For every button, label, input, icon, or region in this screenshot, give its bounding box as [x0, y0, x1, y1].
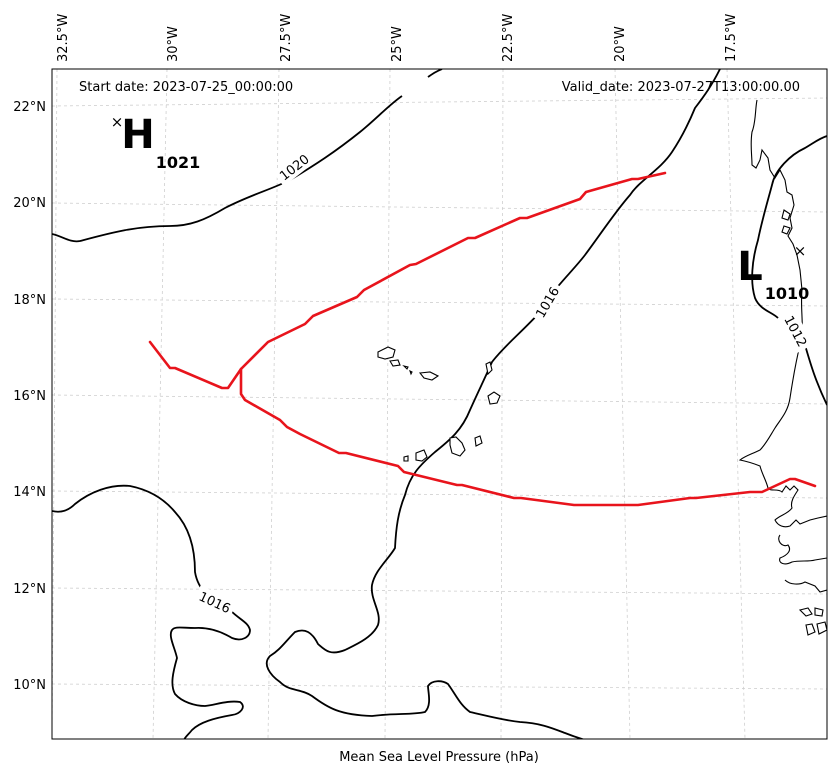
map-frame	[51, 68, 828, 740]
lat-label: 18°N	[13, 293, 46, 308]
lat-label: 12°N	[13, 582, 46, 597]
isobar-1012	[751, 135, 827, 319]
isobar-1016-west	[52, 484, 251, 739]
isobars	[52, 69, 827, 739]
x-axis-label: Mean Sea Level Pressure (hPa)	[339, 750, 539, 765]
low-value: 1010	[765, 284, 810, 303]
high-value: 1021	[156, 153, 201, 172]
lat-label: 20°N	[13, 196, 46, 211]
lon-label: 30°W	[166, 26, 181, 62]
lon-label: 20°W	[613, 26, 628, 62]
storm-track-group	[148, 171, 817, 507]
contour-labels: 1020 1016 1012 1016	[193, 147, 814, 619]
storm-track-north	[239, 171, 667, 371]
graticule	[52, 69, 827, 739]
lat-label: 22°N	[13, 100, 46, 115]
longitude-labels: 32.5°W 30°W 27.5°W 25°W 22.5°W 20°W 17.5…	[56, 14, 739, 62]
lon-label: 32.5°W	[56, 14, 71, 62]
lat-label: 14°N	[13, 485, 46, 500]
storm-track	[148, 340, 817, 507]
high-center-marker: ×	[111, 113, 124, 131]
high-pressure-center: × H 1021	[111, 112, 201, 172]
lat-label: 16°N	[13, 389, 46, 404]
lat-label: 10°N	[13, 678, 46, 693]
low-pressure-center: × L 1010	[737, 242, 809, 303]
valid-date-label: Valid_date: 2023-07-27T13:00:00.00	[562, 80, 800, 95]
lon-label: 22.5°W	[501, 14, 516, 62]
isobar-1016-main	[265, 69, 721, 739]
isobar-1012-lower	[804, 344, 827, 406]
latitude-labels: 22°N 20°N 18°N 16°N 14°N 12°N 10°N	[13, 100, 46, 693]
coastlines	[377, 99, 827, 636]
african-coast	[738, 99, 827, 528]
isobar-1020-upper	[427, 69, 443, 78]
high-letter: H	[121, 112, 154, 158]
lon-label: 17.5°W	[724, 14, 739, 62]
isobar-1020	[52, 95, 403, 243]
start-date-label: Start date: 2023-07-25_00:00:00	[79, 80, 293, 95]
lon-label: 27.5°W	[279, 14, 294, 62]
low-center-marker: ×	[794, 242, 807, 260]
lon-label: 25°W	[390, 26, 405, 62]
low-letter: L	[737, 244, 763, 290]
